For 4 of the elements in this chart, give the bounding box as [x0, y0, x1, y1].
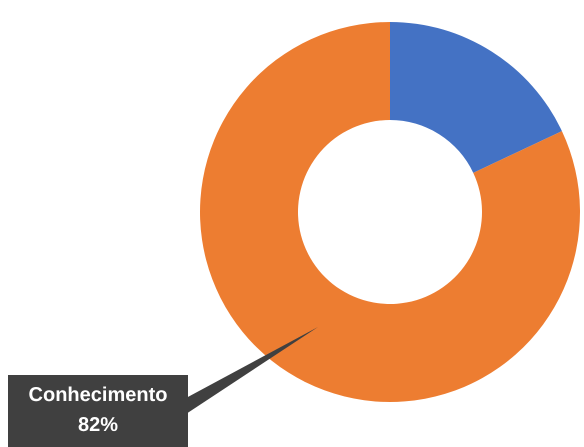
- data-label: 82%: [78, 414, 118, 436]
- donut-slice: [390, 22, 562, 173]
- donut-slice: [200, 22, 580, 402]
- slice-label: Conhecimento: [28, 384, 168, 406]
